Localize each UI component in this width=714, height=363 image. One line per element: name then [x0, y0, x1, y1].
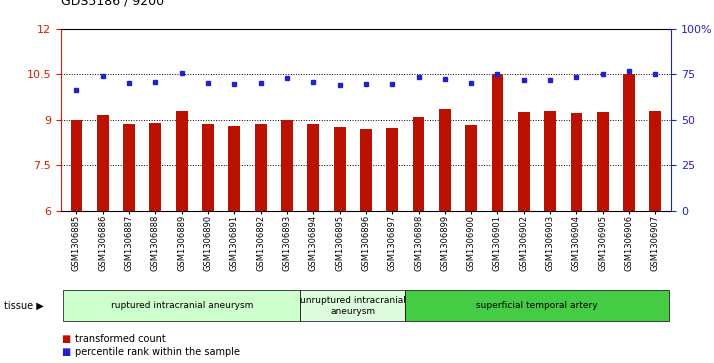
Bar [466, 125, 477, 211]
Text: unruptured intracranial
aneurysm: unruptured intracranial aneurysm [300, 296, 406, 315]
Bar [281, 120, 293, 211]
Bar [623, 74, 635, 211]
Bar [202, 125, 214, 211]
Text: percentile rank within the sample: percentile rank within the sample [75, 347, 240, 357]
Text: ■: ■ [61, 334, 70, 344]
Text: ruptured intracranial aneurysm: ruptured intracranial aneurysm [111, 301, 253, 310]
Bar [71, 120, 82, 211]
Bar [176, 111, 188, 211]
Bar [650, 111, 661, 211]
Text: ■: ■ [61, 347, 70, 357]
Text: tissue ▶: tissue ▶ [4, 301, 44, 311]
Bar [97, 115, 109, 211]
Bar [518, 112, 530, 211]
Bar [124, 125, 135, 211]
Bar [491, 74, 503, 211]
Bar [413, 117, 424, 211]
Text: transformed count: transformed count [75, 334, 166, 344]
Bar [360, 129, 372, 211]
Bar [228, 126, 241, 211]
Bar [149, 123, 161, 211]
Bar [386, 128, 398, 211]
Bar [439, 109, 451, 211]
Bar [308, 125, 319, 211]
Bar [597, 112, 608, 211]
Bar [333, 127, 346, 211]
Bar [544, 111, 556, 211]
Bar [255, 125, 266, 211]
Text: superficial temporal artery: superficial temporal artery [476, 301, 598, 310]
Text: GDS5186 / 9200: GDS5186 / 9200 [61, 0, 164, 7]
Bar [570, 113, 583, 211]
